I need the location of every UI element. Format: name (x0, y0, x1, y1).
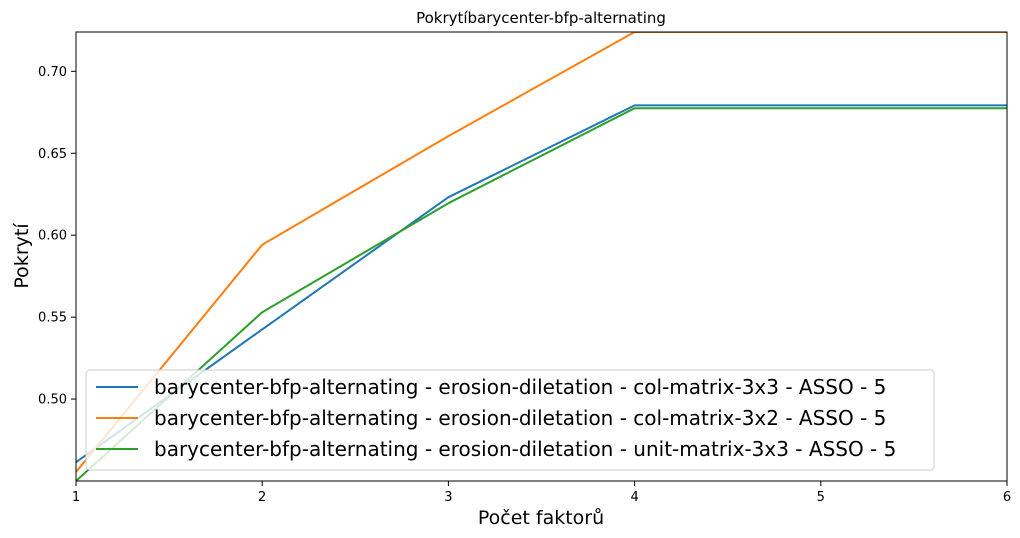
x-axis-label: Počet faktorů (478, 507, 604, 529)
series-line-2 (76, 32, 1007, 473)
plot-frame (75, 31, 1008, 482)
series-line-3 (76, 107, 1007, 481)
legend-label-2: barycenter-bfp-alternating - erosion-dil… (154, 406, 886, 430)
legend-label-3: barycenter-bfp-alternating - erosion-dil… (154, 437, 896, 461)
legend-label-1: barycenter-bfp-alternating - erosion-dil… (154, 375, 886, 399)
x-tick-label: 1 (72, 490, 80, 505)
x-tick-label: 4 (630, 490, 638, 505)
y-axis-ticks: 0.50 0.55 0.60 0.65 0.70 (38, 65, 76, 408)
y-tick-label: 0.70 (38, 65, 67, 80)
x-tick-label: 5 (817, 490, 825, 505)
legend: barycenter-bfp-alternating - erosion-dil… (85, 369, 935, 471)
x-tick-label: 6 (1003, 490, 1011, 505)
legend-box (85, 369, 935, 471)
y-tick-label: 0.65 (38, 147, 67, 162)
y-tick-label: 0.60 (38, 229, 67, 244)
plot-lines (76, 32, 1007, 481)
y-tick-label: 0.50 (38, 393, 67, 408)
chart-title: Pokrytíbarycenter-bfp-alternating (416, 9, 666, 27)
y-tick-label: 0.55 (38, 311, 67, 326)
y-axis-label: Pokrytí (11, 223, 33, 289)
x-tick-label: 2 (258, 490, 266, 505)
series-line-1 (76, 104, 1007, 464)
x-tick-label: 3 (444, 490, 452, 505)
x-axis-ticks: 1 2 3 4 5 6 (72, 481, 1011, 505)
